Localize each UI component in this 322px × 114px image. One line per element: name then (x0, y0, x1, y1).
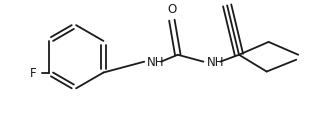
Text: F: F (30, 66, 37, 79)
Text: O: O (167, 3, 176, 16)
Text: NH: NH (206, 56, 224, 69)
Text: NH: NH (147, 56, 165, 69)
